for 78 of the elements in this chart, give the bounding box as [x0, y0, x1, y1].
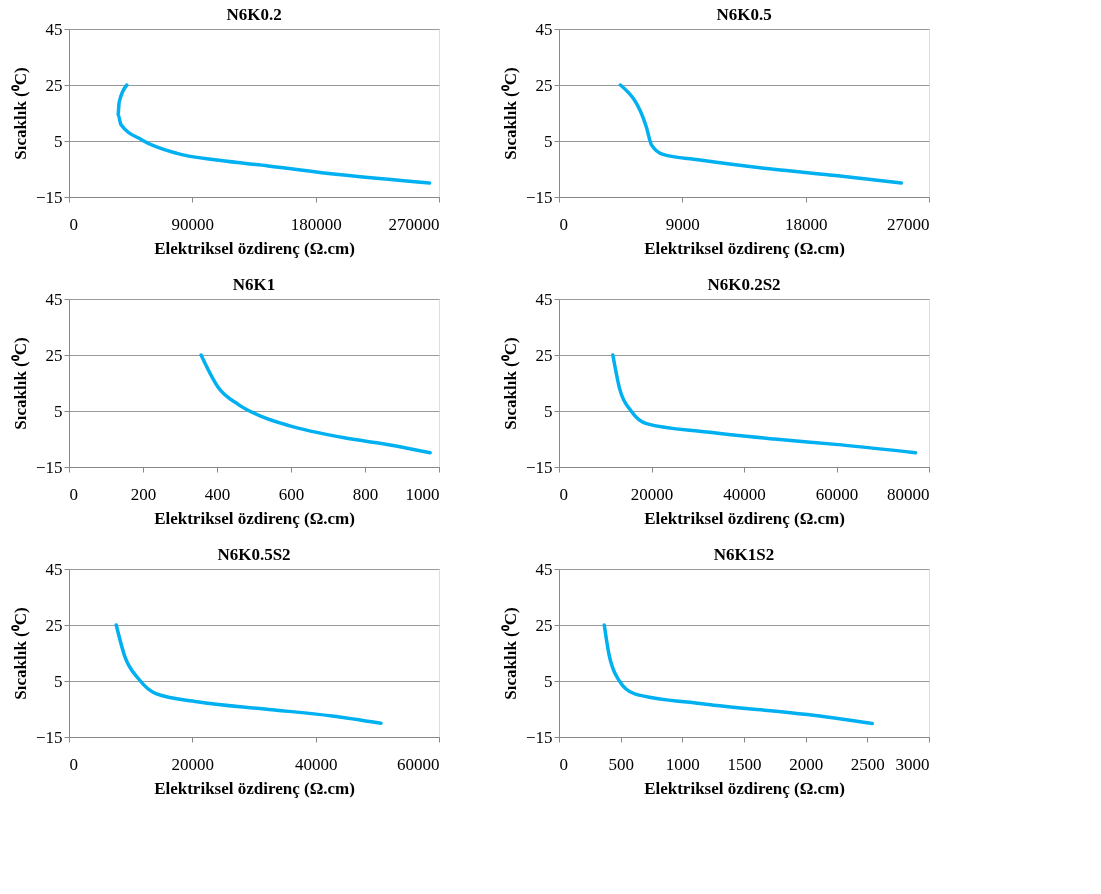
y-tick-label: 25 — [535, 345, 553, 365]
y-axis-title: Sıcaklık (⁰C) — [10, 607, 30, 700]
x-tick-label: 1500 — [727, 754, 762, 774]
y-tick-label: 45 — [45, 289, 63, 309]
line-series — [116, 83, 432, 185]
y-tick-label: 45 — [535, 559, 553, 579]
y-tick-label: 5 — [544, 671, 553, 691]
x-tick-label: 0 — [69, 754, 78, 774]
y-tick-label: 5 — [54, 131, 63, 151]
line-series — [618, 83, 904, 185]
y-tick-label: −15 — [525, 457, 553, 477]
x-tick-label: 600 — [278, 484, 305, 504]
x-tick-label: 40000 — [294, 754, 338, 774]
y-tick-label: −15 — [525, 187, 553, 207]
x-tick-label: 0 — [559, 754, 568, 774]
chart-title: N6K1S2 — [713, 545, 775, 564]
y-axis-title: Sıcaklık (⁰C) — [500, 337, 520, 430]
y-axis-title: Sıcaklık (⁰C) — [500, 607, 520, 700]
x-tick-label: 400 — [204, 484, 231, 504]
x-tick-label: 500 — [608, 754, 634, 774]
x-tick-label: 90000 — [171, 214, 215, 234]
y-axis-title: Sıcaklık (⁰C) — [10, 67, 30, 160]
x-tick-label: 0 — [69, 214, 78, 234]
chart-title: N6K0.5 — [716, 5, 772, 24]
y-tick-label: 25 — [535, 615, 553, 635]
y-tick-label: 25 — [45, 75, 63, 95]
x-tick-label: 1000 — [665, 754, 700, 774]
x-tick-label: 1000 — [405, 484, 440, 504]
y-tick-label: 5 — [54, 671, 63, 691]
y-tick-label: 25 — [535, 75, 553, 95]
x-tick-label: 0 — [559, 484, 568, 504]
chart-title: N6K0.5S2 — [217, 545, 291, 564]
y-tick-label: 5 — [544, 401, 553, 421]
x-tick-label: 3000 — [895, 754, 930, 774]
chart-title: N6K0.2 — [226, 5, 282, 24]
x-tick-label: 60000 — [397, 754, 440, 774]
x-tick-label: 27000 — [887, 214, 930, 234]
y-axis-title: Sıcaklık (⁰C) — [500, 67, 520, 160]
y-tick-label: 5 — [54, 401, 63, 421]
y-tick-label: 45 — [535, 289, 553, 309]
x-axis-title: Elektriksel özdirenç (Ω.cm) — [154, 238, 355, 258]
x-tick-label: 2500 — [850, 754, 885, 774]
y-tick-label: −15 — [35, 727, 63, 747]
x-tick-label: 200 — [130, 484, 157, 504]
x-tick-label: 80000 — [887, 484, 930, 504]
y-tick-label: −15 — [35, 457, 63, 477]
y-tick-label: 25 — [45, 615, 63, 635]
x-tick-label: 9000 — [665, 214, 700, 234]
x-tick-label: 40000 — [723, 484, 766, 504]
y-tick-label: 5 — [544, 131, 553, 151]
x-tick-label: 18000 — [784, 214, 828, 234]
line-series — [199, 353, 432, 455]
x-tick-label: 0 — [69, 484, 78, 504]
x-axis-title: Elektriksel özdirenç (Ω.cm) — [154, 508, 355, 528]
y-tick-label: 25 — [45, 345, 63, 365]
y-tick-label: 45 — [535, 19, 553, 39]
x-axis-title: Elektriksel özdirenç (Ω.cm) — [644, 238, 845, 258]
x-axis-title: Elektriksel özdirenç (Ω.cm) — [154, 778, 355, 798]
chart-title: N6K1 — [232, 275, 276, 294]
x-axis-title: Elektriksel özdirenç (Ω.cm) — [644, 778, 845, 798]
x-tick-label: 20000 — [171, 754, 215, 774]
x-tick-label: 20000 — [630, 484, 674, 504]
y-tick-label: −15 — [525, 727, 553, 747]
x-tick-label: 0 — [559, 214, 568, 234]
chart-title: N6K0.2S2 — [707, 275, 781, 294]
y-tick-label: 45 — [45, 559, 63, 579]
y-tick-label: 45 — [45, 19, 63, 39]
x-tick-label: 60000 — [815, 484, 859, 504]
y-axis-title: Sıcaklık (⁰C) — [10, 337, 30, 430]
x-tick-label: 180000 — [290, 214, 342, 234]
line-series — [114, 623, 383, 726]
x-tick-label: 2000 — [789, 754, 824, 774]
line-series — [611, 353, 918, 455]
x-tick-label: 270000 — [388, 214, 440, 234]
x-tick-label: 800 — [352, 484, 379, 504]
x-axis-title: Elektriksel özdirenç (Ω.cm) — [644, 508, 845, 528]
y-tick-label: −15 — [35, 187, 63, 207]
line-series — [602, 623, 875, 726]
